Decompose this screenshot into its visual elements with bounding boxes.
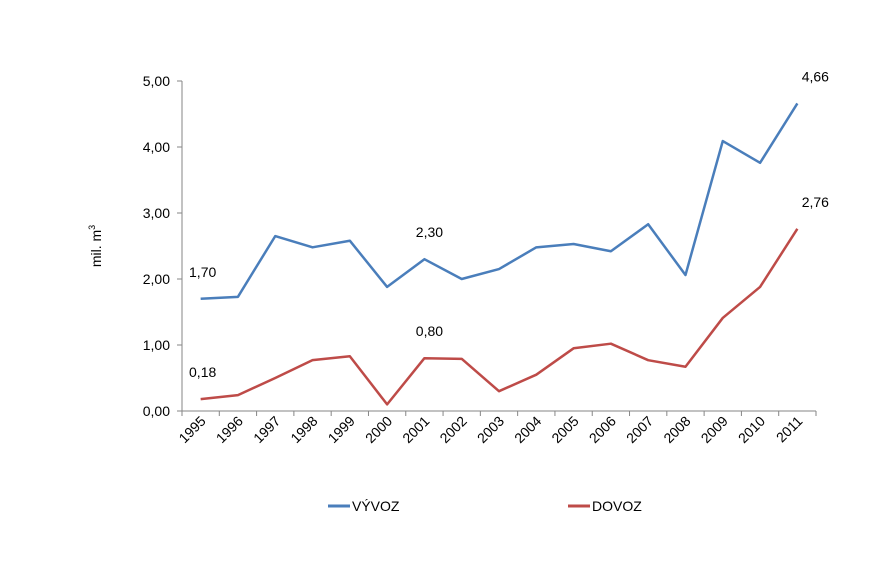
x-tick-label: 1995 bbox=[175, 413, 208, 446]
data-label: 4,66 bbox=[802, 68, 829, 84]
x-tick-label: 2009 bbox=[698, 413, 731, 446]
x-tick-label: 1998 bbox=[287, 413, 320, 446]
y-tick-label: 1,00 bbox=[143, 337, 170, 353]
y-tick-label: 2,00 bbox=[143, 271, 170, 287]
series-line-vyvoz bbox=[201, 103, 798, 298]
legend-label: VÝVOZ bbox=[352, 498, 400, 514]
y-tick-label: 0,00 bbox=[143, 403, 170, 419]
x-tick-label: 2003 bbox=[474, 413, 507, 446]
y-tick-label: 4,00 bbox=[143, 139, 170, 155]
x-tick-label: 2002 bbox=[436, 413, 469, 446]
y-axis-label: mil. m3 bbox=[87, 225, 104, 267]
x-tick-label: 1997 bbox=[250, 413, 283, 446]
data-label: 2,76 bbox=[802, 194, 829, 210]
x-tick-label: 2005 bbox=[548, 413, 581, 446]
x-tick-label: 2001 bbox=[399, 413, 432, 446]
x-tick-label: 2006 bbox=[586, 413, 619, 446]
data-label: 2,30 bbox=[416, 224, 443, 240]
x-tick-label: 2010 bbox=[735, 413, 768, 446]
x-tick-label: 1996 bbox=[213, 413, 246, 446]
x-tick-label: 2007 bbox=[623, 413, 656, 446]
data-label: 1,70 bbox=[189, 264, 216, 280]
x-tick-label: 1999 bbox=[325, 413, 358, 446]
y-tick-label: 3,00 bbox=[143, 205, 170, 221]
x-tick-label: 2000 bbox=[362, 413, 395, 446]
data-label: 0,18 bbox=[189, 364, 216, 380]
x-tick-label: 2008 bbox=[660, 413, 693, 446]
y-tick-label: 5,00 bbox=[143, 73, 170, 89]
legend-label: DOVOZ bbox=[592, 498, 642, 514]
data-label: 0,80 bbox=[416, 323, 443, 339]
series-line-dovoz bbox=[201, 229, 798, 405]
x-tick-label: 2011 bbox=[773, 413, 806, 446]
x-tick-label: 2004 bbox=[511, 413, 544, 446]
